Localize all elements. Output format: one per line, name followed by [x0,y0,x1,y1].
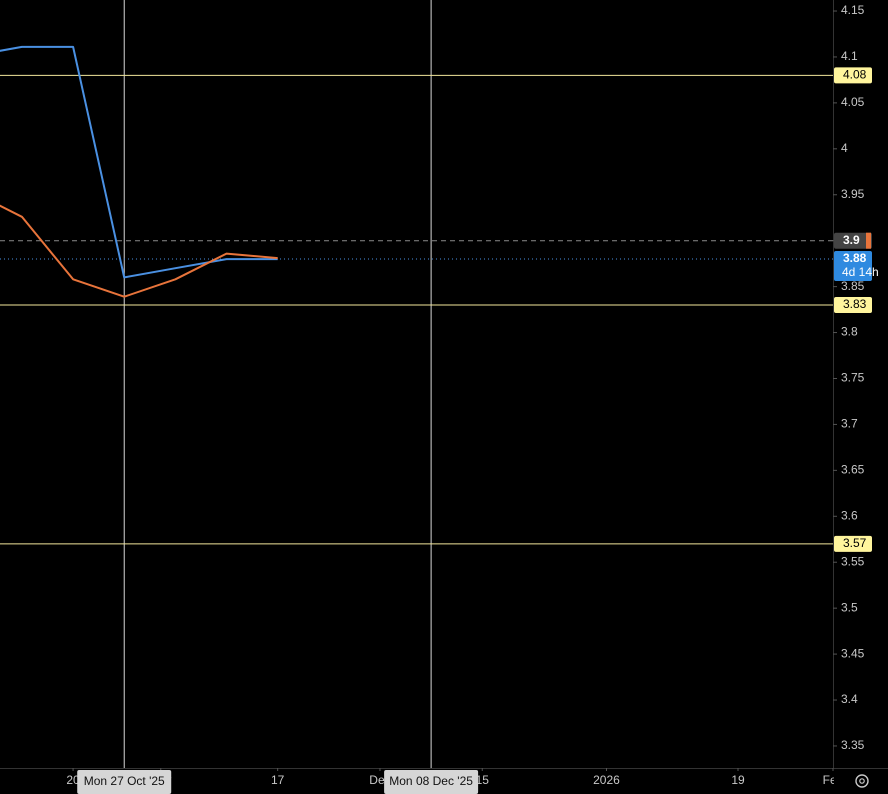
price-label: 3.9 [843,233,860,247]
y-tick-label: 3.8 [841,325,858,339]
y-tick-label: 4.15 [841,3,865,17]
y-tick-label: 4.05 [841,95,865,109]
x-tick-label: 15 [476,773,490,787]
series-line [0,204,278,298]
countdown-label: 4d 14h [842,265,879,279]
price-label: 3.57 [843,536,867,550]
y-tick-label: 3.45 [841,646,865,660]
y-tick-label: 3.6 [841,508,858,522]
date-label-bg [77,770,172,794]
date-label: Mon 08 Dec '25 [389,774,473,788]
x-tick-label: 19 [731,773,745,787]
price-label-bg [834,251,872,282]
y-tick-label: 4.1 [841,49,858,63]
y-tick-label: 3.95 [841,187,865,201]
x-tick-label: 17 [271,773,285,787]
y-tick-label: 3.55 [841,554,865,568]
price-label: 3.88 [843,251,867,265]
date-label: Mon 27 Oct '25 [84,774,165,788]
y-tick-label: 3.75 [841,371,865,385]
y-tick-label: 3.85 [841,279,865,293]
y-tick-label: 3.35 [841,738,865,752]
x-tick-label: 2026 [593,773,620,787]
price-label-bg [834,232,872,249]
settings-button[interactable] [855,774,869,788]
series-line [0,45,278,279]
y-tick-label: 3.4 [841,692,858,706]
price-label-bg [834,535,872,552]
y-tick-label: 3.65 [841,463,865,477]
date-label-bg [384,770,479,794]
price-label: 3.83 [843,297,867,311]
price-label-bg [834,296,872,313]
corner-cover [834,769,888,794]
plot-area [0,0,833,768]
x-tick-label: 20 [66,773,80,787]
y-tick-label: 4 [841,141,848,155]
y-tick-label: 3.5 [841,600,858,614]
price-label-marker [866,232,871,249]
y-tick-label: 3.7 [841,417,858,431]
price-label: 4.08 [843,68,867,82]
price-label-bg [834,67,872,84]
